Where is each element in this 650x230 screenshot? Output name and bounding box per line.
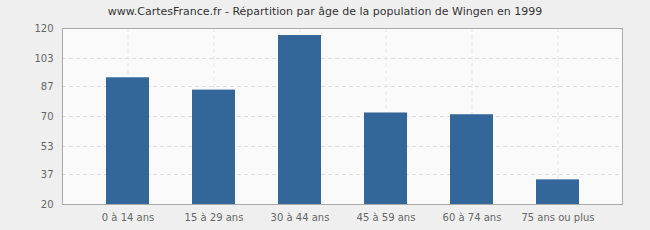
html-text:www.CartesFrance.fr - Répartit: www.CartesFrance.fr - Répartition par âg… [107,5,543,18]
svg-text:20: 20 [41,199,54,210]
svg-text:75 ans ou plus: 75 ans ou plus [521,212,594,223]
svg-text:87: 87 [41,81,54,92]
svg-text:70: 70 [41,111,54,122]
svg-text:37: 37 [41,169,54,180]
svg-text:60 à 74 ans: 60 à 74 ans [443,212,502,223]
svg-text:15 à 29 ans: 15 à 29 ans [185,212,244,223]
svg-text:0 à 14 ans: 0 à 14 ans [102,212,154,223]
svg-text:103: 103 [34,53,53,64]
svg-text:53: 53 [41,141,54,152]
svg-text:30 à 44 ans: 30 à 44 ans [271,212,330,223]
svg-text:45 à 59 ans: 45 à 59 ans [357,212,416,223]
svg-text:120: 120 [34,23,53,34]
